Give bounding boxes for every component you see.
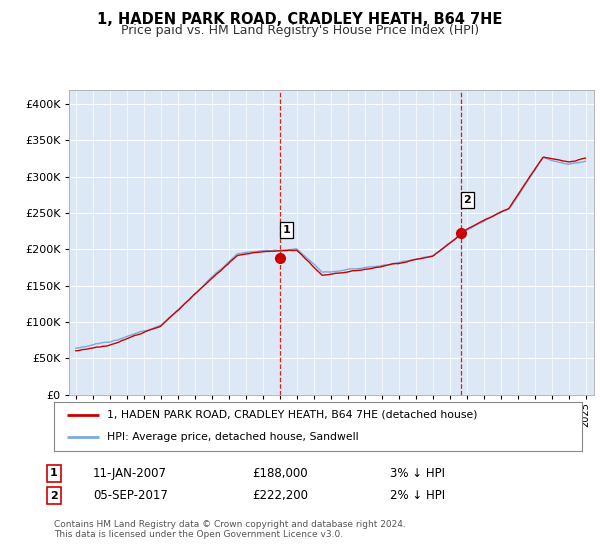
Text: £222,200: £222,200 [252, 489, 308, 502]
Text: 3% ↓ HPI: 3% ↓ HPI [390, 466, 445, 480]
Text: 2: 2 [464, 195, 471, 205]
Text: 2: 2 [50, 491, 58, 501]
Text: HPI: Average price, detached house, Sandwell: HPI: Average price, detached house, Sand… [107, 432, 358, 442]
Text: 05-SEP-2017: 05-SEP-2017 [93, 489, 168, 502]
Text: 2% ↓ HPI: 2% ↓ HPI [390, 489, 445, 502]
Text: 11-JAN-2007: 11-JAN-2007 [93, 466, 167, 480]
Text: £188,000: £188,000 [252, 466, 308, 480]
Text: 1, HADEN PARK ROAD, CRADLEY HEATH, B64 7HE (detached house): 1, HADEN PARK ROAD, CRADLEY HEATH, B64 7… [107, 410, 478, 420]
Text: 1, HADEN PARK ROAD, CRADLEY HEATH, B64 7HE: 1, HADEN PARK ROAD, CRADLEY HEATH, B64 7… [97, 12, 503, 27]
Text: Contains HM Land Registry data © Crown copyright and database right 2024.
This d: Contains HM Land Registry data © Crown c… [54, 520, 406, 539]
Text: 1: 1 [50, 468, 58, 478]
Text: Price paid vs. HM Land Registry's House Price Index (HPI): Price paid vs. HM Land Registry's House … [121, 24, 479, 37]
Text: 1: 1 [283, 225, 290, 235]
